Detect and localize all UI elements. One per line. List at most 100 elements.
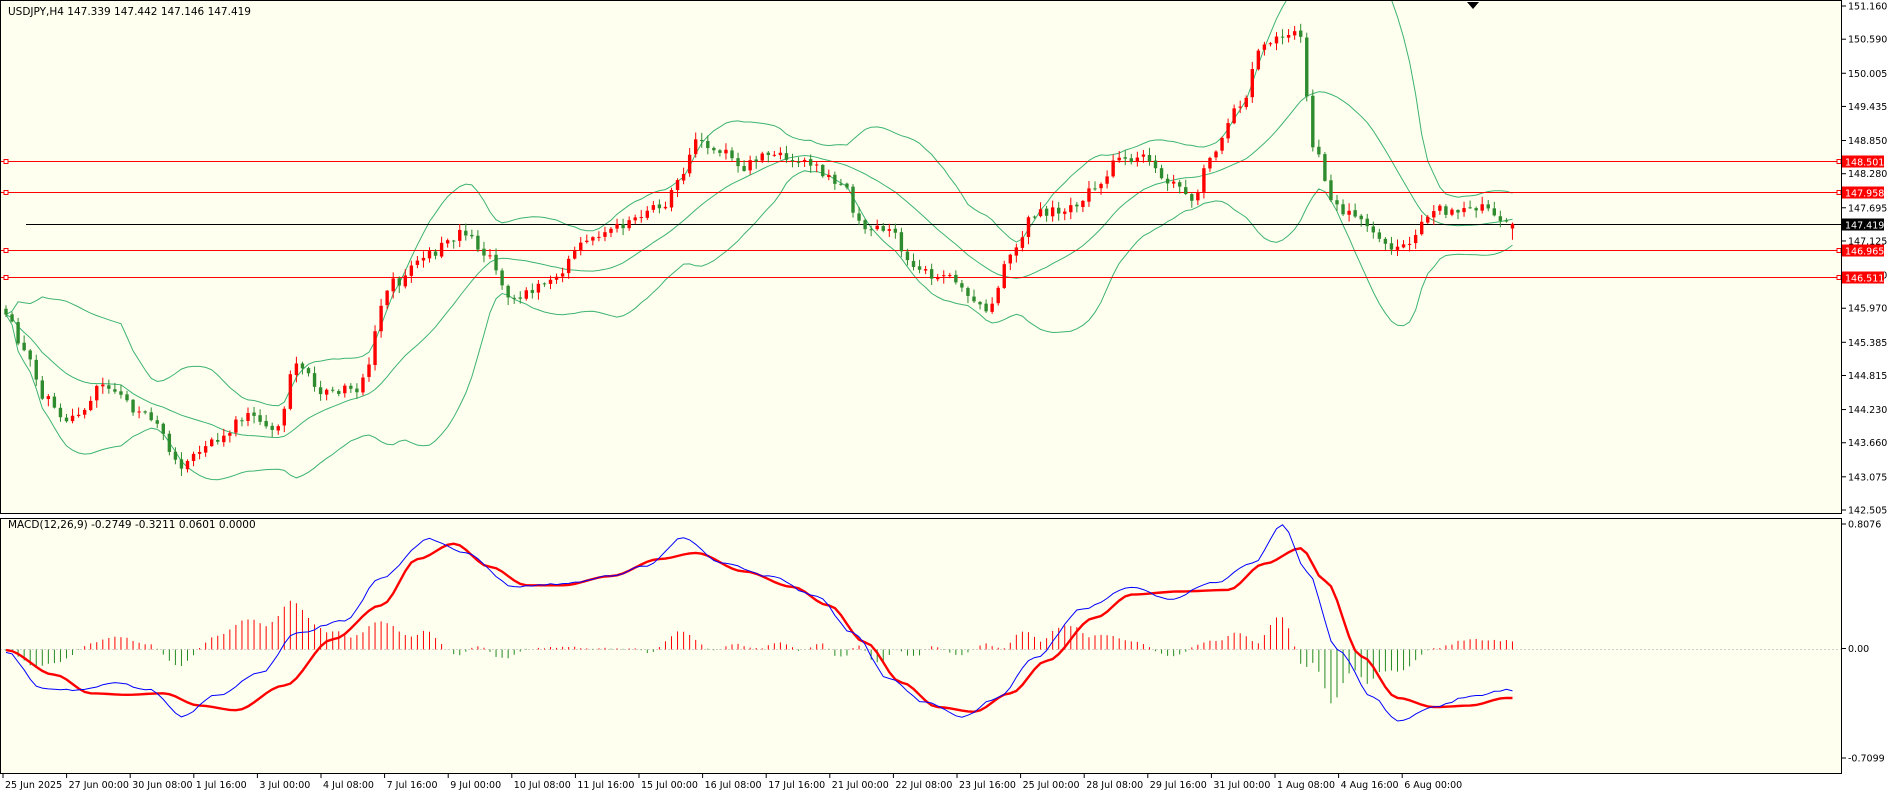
candle-body xyxy=(1117,157,1121,161)
candle-body xyxy=(530,290,535,293)
candle-body xyxy=(264,420,268,427)
candle-body xyxy=(1286,35,1291,38)
candle-body xyxy=(1135,157,1140,162)
candle-body xyxy=(724,149,728,154)
bollinger-middle-band xyxy=(5,91,1513,439)
price-axis-label: 150.005 xyxy=(1848,69,1887,80)
time-axis-label: 3 Jul 00:00 xyxy=(259,780,310,791)
candle-body xyxy=(833,174,837,184)
current-price-label: 147.419 xyxy=(1845,221,1884,232)
candle-body xyxy=(996,287,1000,304)
candle-body xyxy=(923,269,928,271)
candle-body xyxy=(1238,106,1242,108)
candle-body xyxy=(125,394,129,401)
candle-body xyxy=(548,279,553,284)
candle-body xyxy=(367,364,371,377)
candle-body xyxy=(1256,50,1261,70)
candle-body xyxy=(863,220,867,230)
candle-body xyxy=(1226,123,1230,139)
chart-shift-marker-icon[interactable] xyxy=(1467,2,1479,9)
candle-body xyxy=(1413,234,1418,244)
candle-body xyxy=(482,248,486,256)
candle-body xyxy=(1317,146,1321,155)
candle-body xyxy=(149,412,153,421)
candle-body xyxy=(476,235,480,250)
time-axis-label: 1 Jul 16:00 xyxy=(196,780,247,791)
candle-body xyxy=(1093,188,1097,190)
candle-body xyxy=(1111,160,1115,177)
candle-body xyxy=(421,257,426,261)
candle-body xyxy=(1407,243,1412,245)
candle-body xyxy=(700,140,704,142)
price-pane-frame xyxy=(0,0,1842,514)
level-anchor-point xyxy=(1836,275,1842,280)
time-axis-label: 29 Jul 16:00 xyxy=(1150,780,1207,791)
candle-body xyxy=(1462,208,1466,213)
level-price-tag xyxy=(1842,271,1884,284)
candle-body xyxy=(1365,218,1369,227)
candle-body xyxy=(203,446,208,453)
candle-body xyxy=(222,435,226,443)
candle-body xyxy=(815,164,819,166)
candle-body xyxy=(573,250,577,259)
candle-body xyxy=(954,274,958,283)
candle-body xyxy=(905,251,910,261)
candle-body xyxy=(1081,200,1085,208)
candle-body xyxy=(276,426,280,431)
candle-body xyxy=(119,391,123,395)
price-axis: 151.160 150.590 150.005 149.435 148.850 148.2… xyxy=(1842,2,1887,517)
candle-body xyxy=(669,190,674,208)
candle-body xyxy=(488,255,492,257)
candle-body xyxy=(113,389,117,392)
candle-body xyxy=(899,232,904,252)
candle-body xyxy=(1492,208,1496,216)
candle-body xyxy=(524,290,528,299)
candle-body xyxy=(1426,216,1430,223)
candle-body xyxy=(772,154,777,156)
candle-body xyxy=(1208,157,1212,169)
time-axis-label: 28 Jul 08:00 xyxy=(1086,780,1143,791)
candle-body xyxy=(1510,223,1515,229)
time-axis-label: 15 Jul 00:00 xyxy=(641,780,698,791)
candle-body xyxy=(385,290,389,306)
candlesticks xyxy=(4,23,1515,476)
candle-body xyxy=(1008,254,1012,264)
candle-body xyxy=(167,433,172,452)
candle-body xyxy=(433,251,438,256)
level-price-tag xyxy=(1842,155,1884,168)
candle-body xyxy=(942,275,946,277)
current-price-tag xyxy=(1842,218,1884,231)
level-anchor-point xyxy=(1836,159,1842,164)
price-pane xyxy=(0,0,1842,481)
candle-body xyxy=(107,385,111,389)
candle-body xyxy=(161,423,165,434)
candle-body xyxy=(857,213,861,221)
candle-body xyxy=(821,164,825,177)
candle-body xyxy=(645,210,649,218)
candle-body xyxy=(500,270,504,286)
candle-body xyxy=(179,459,184,469)
candle-body xyxy=(216,439,220,442)
candle-body xyxy=(778,152,783,156)
candle-body xyxy=(706,140,710,149)
time-axis-label: 7 Jul 16:00 xyxy=(387,780,438,791)
time-axis-label: 30 Jun 08:00 xyxy=(132,780,192,791)
candle-body xyxy=(1498,216,1503,221)
candle-body xyxy=(760,153,764,161)
price-axis-label: 150.590 xyxy=(1848,35,1887,46)
candle-body xyxy=(439,242,444,257)
candle-body xyxy=(627,220,631,229)
candle-body xyxy=(1280,36,1285,38)
time-axis-label: 10 Jul 08:00 xyxy=(514,780,571,791)
level-anchor-point xyxy=(3,248,9,253)
time-axis-label: 6 Aug 00:00 xyxy=(1404,780,1462,791)
level-price-tag xyxy=(1842,186,1884,199)
horizontal-levels xyxy=(0,159,1842,280)
price-chart-header: USDJPY,H4 147.339 147.442 147.146 147.41… xyxy=(8,6,251,18)
candle-body xyxy=(464,230,468,236)
candle-body xyxy=(736,158,740,167)
time-axis: 25 Jun 2025 27 Jun 00:00 30 Jun 08:00 1 Jul… xyxy=(2,774,1462,791)
candle-body xyxy=(1032,216,1037,218)
